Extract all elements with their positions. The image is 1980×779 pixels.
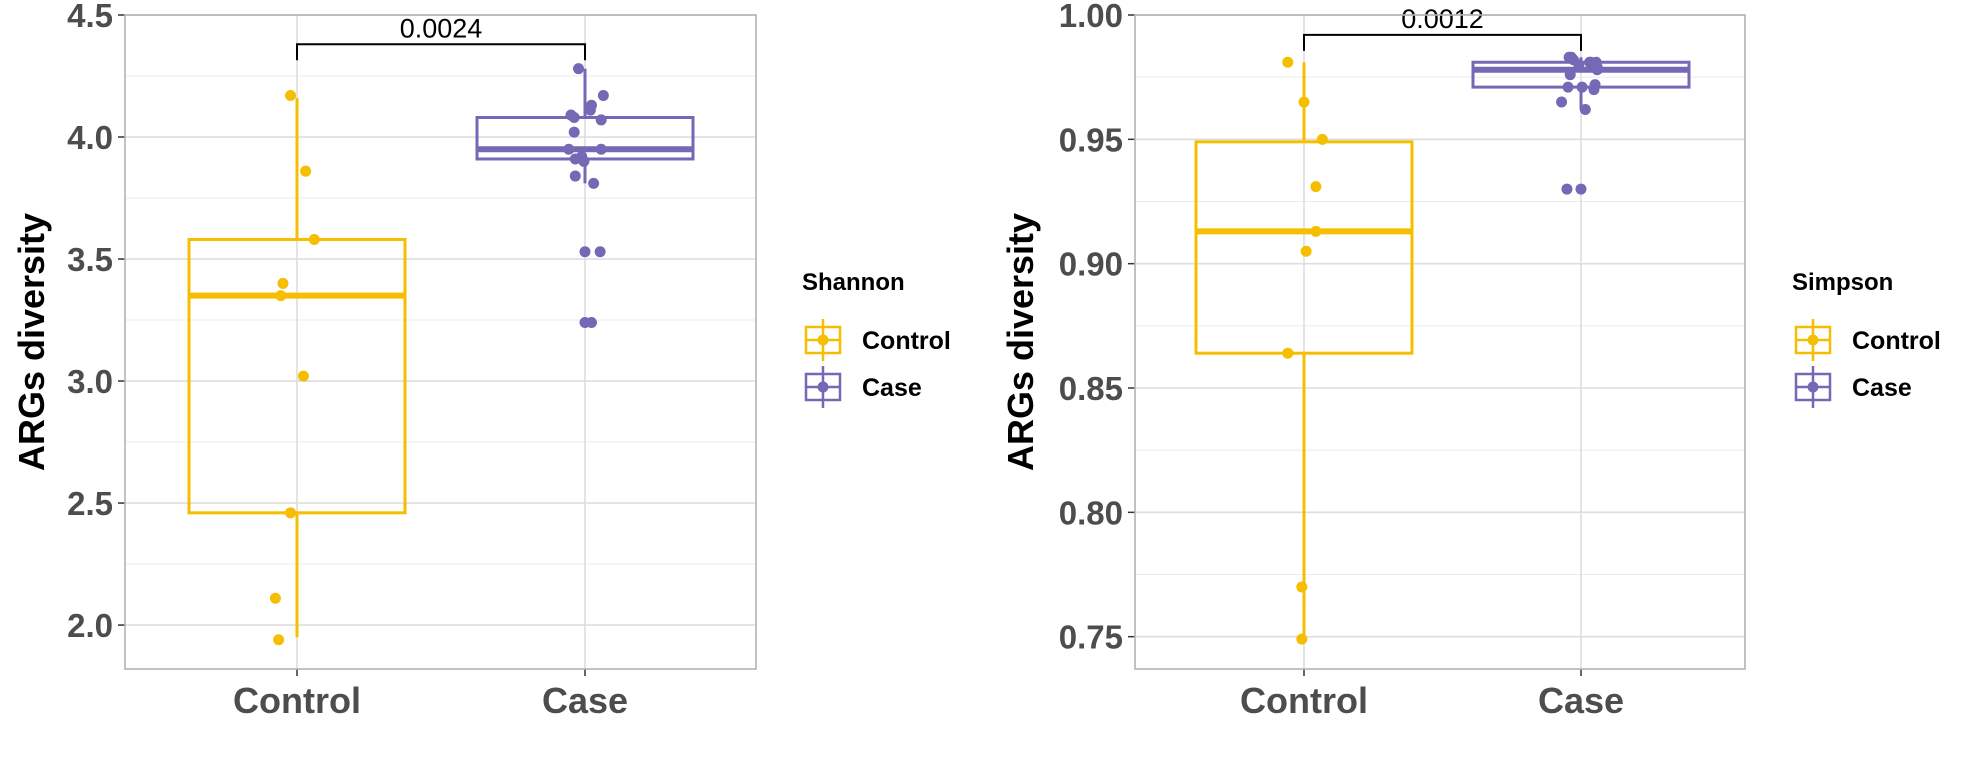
data-point xyxy=(1561,183,1573,195)
data-point xyxy=(1576,81,1588,93)
data-point xyxy=(578,155,590,167)
legend-title: Shannon xyxy=(802,269,905,296)
x-category-label: Control xyxy=(233,680,361,721)
data-point xyxy=(1282,56,1294,68)
legend-key-point xyxy=(817,334,829,346)
data-point xyxy=(588,177,600,189)
x-category-label: Case xyxy=(542,680,628,721)
data-point xyxy=(594,246,606,258)
data-point xyxy=(585,316,597,328)
shannon-chart: 2.0 2.5 3.0 3.5 4.0 4.5 Control Case 0.0024 ARGs … xyxy=(11,0,951,721)
data-point xyxy=(597,90,609,102)
data-point xyxy=(569,153,581,165)
data-point xyxy=(1282,347,1294,359)
y-tick-label: 1.00 xyxy=(1059,0,1123,34)
y-tick-label: 4.5 xyxy=(67,0,113,34)
y-tick-label: 3.5 xyxy=(67,241,113,278)
data-point xyxy=(579,246,591,258)
y-tick-label: 0.75 xyxy=(1059,619,1123,656)
box-iqr xyxy=(187,238,407,515)
y-tick-label: 0.80 xyxy=(1059,494,1123,531)
data-point xyxy=(1573,59,1585,71)
data-point xyxy=(563,143,575,155)
data-point xyxy=(1298,96,1310,108)
legend: Shannon Control Case xyxy=(802,269,951,408)
data-point xyxy=(1296,581,1308,593)
data-point xyxy=(1556,96,1568,108)
data-point xyxy=(1310,181,1322,193)
data-point xyxy=(1575,183,1587,195)
data-point xyxy=(1296,633,1308,645)
legend-title: Simpson xyxy=(1792,269,1893,296)
data-point xyxy=(1591,64,1603,76)
y-tick-label: 2.0 xyxy=(67,607,113,644)
data-point xyxy=(595,143,607,155)
y-axis-label: ARGs diversity xyxy=(1000,213,1041,471)
legend: Simpson Control Case xyxy=(1792,269,1941,408)
data-point xyxy=(584,104,596,116)
y-tick-label: 0.90 xyxy=(1059,246,1123,283)
data-point xyxy=(308,234,320,246)
significance-bracket xyxy=(1303,33,1582,51)
data-point xyxy=(1588,84,1600,96)
y-tick-label: 2.5 xyxy=(67,485,113,522)
data-point xyxy=(573,63,585,75)
y-axis-label: ARGs diversity xyxy=(11,213,52,471)
data-point xyxy=(273,634,285,646)
data-point xyxy=(1564,69,1576,81)
data-point xyxy=(300,165,312,177)
box-iqr xyxy=(1194,140,1414,355)
legend-key-point xyxy=(1807,381,1819,393)
data-point xyxy=(1562,81,1574,93)
y-tick-label: 3.0 xyxy=(67,363,113,400)
x-category-label: Case xyxy=(1538,680,1624,721)
legend-entry-label: Control xyxy=(1852,327,1941,355)
data-point xyxy=(569,170,581,182)
y-tick-label: 4.0 xyxy=(67,119,113,156)
data-point xyxy=(1579,103,1591,115)
legend-entry-label: Case xyxy=(862,374,922,402)
plot-border xyxy=(124,14,757,670)
plot-panel xyxy=(125,15,756,669)
data-point xyxy=(568,111,580,123)
data-point xyxy=(1316,133,1328,145)
data-point xyxy=(1310,225,1322,237)
data-point xyxy=(285,90,297,102)
y-tick-label: 0.95 xyxy=(1059,121,1123,158)
legend-entry-label: Control xyxy=(862,327,951,355)
data-point xyxy=(277,277,289,289)
significance-bracket xyxy=(296,43,586,61)
plot-panel xyxy=(1135,15,1745,669)
legend-entry-label: Case xyxy=(1852,374,1912,402)
data-point xyxy=(568,126,580,138)
data-point xyxy=(297,370,309,382)
data-point xyxy=(595,114,607,126)
data-point xyxy=(269,592,281,604)
p-value-label: 0.0012 xyxy=(1401,4,1484,34)
legend-key-point xyxy=(1807,334,1819,346)
p-value-label: 0.0024 xyxy=(400,13,483,43)
simpson-chart: 0.75 0.80 0.85 0.90 0.95 1.00 Control Case 0.001… xyxy=(1000,0,1941,721)
x-category-label: Control xyxy=(1240,680,1368,721)
data-point xyxy=(285,507,297,519)
data-point xyxy=(275,290,287,302)
y-tick-label: 0.85 xyxy=(1059,370,1123,407)
plot-border xyxy=(1134,14,1746,670)
legend-key-point xyxy=(817,381,829,393)
data-point xyxy=(1300,245,1312,257)
